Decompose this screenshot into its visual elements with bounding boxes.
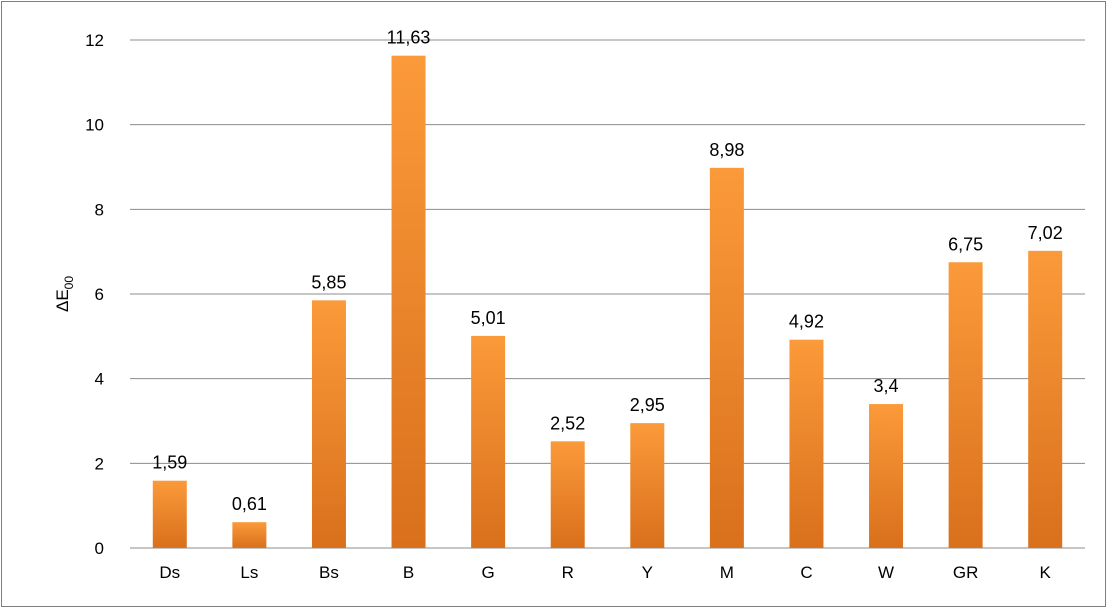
bar-y [630,423,665,548]
data-label: 11,63 [387,28,431,48]
data-label: 7,02 [1028,223,1063,243]
x-tick-label: M [720,563,734,582]
x-tick-label: B [403,563,414,582]
data-label: 5,01 [471,308,506,328]
data-label: 6,75 [948,234,983,254]
data-label: 4,92 [789,312,824,332]
bar-r [550,441,585,548]
bar-g [471,335,506,548]
y-tick-label: 12 [85,31,104,50]
bar-c [789,339,824,548]
y-tick-label: 4 [95,370,104,389]
x-tick-label: GR [953,563,979,582]
x-tick-label: W [878,563,894,582]
x-tick-label: C [800,563,812,582]
x-tick-label: Ls [240,563,258,582]
data-label: 2,95 [630,395,665,415]
y-axis-label: ΔE00 [53,276,76,312]
bar-m [709,167,744,548]
bar-k [1028,250,1063,548]
gridlines [130,39,1085,464]
x-tick-label: K [1040,563,1052,582]
bar-ls [232,522,267,548]
data-label: 1,59 [152,453,187,473]
data-label: 5,85 [311,272,346,292]
y-tick-label: 2 [95,454,104,473]
y-tick-label: 0 [95,539,104,558]
data-labels: 1,59 0,61 5,85 11,63 5,01 2,52 2,95 8,98 4,92 3,4… [152,28,1062,515]
bars [152,55,1063,549]
bar-ds [152,480,187,548]
bar-b [391,55,426,549]
x-tick-label: Ds [159,563,180,582]
data-label: 3,4 [874,376,899,396]
y-axis-ticks: 0 2 4 6 8 10 12 [85,31,104,558]
y-axis-label-main: ΔE [53,289,72,312]
x-tick-label: Y [642,563,653,582]
y-tick-label: 10 [85,116,104,135]
x-axis-ticks: Ds Ls Bs B G R Y M C W GR K [159,563,1051,582]
x-tick-label: R [562,563,574,582]
data-label: 0,61 [232,494,267,514]
bar-bs [311,300,346,548]
data-label: 2,52 [550,413,585,433]
x-tick-label: G [482,563,495,582]
y-axis-label-subscript: 00 [62,276,76,290]
bar-w [869,404,904,548]
x-tick-label: Bs [319,563,339,582]
bar-gr [948,262,983,548]
data-label: 8,98 [709,140,744,160]
y-tick-label: 8 [95,200,104,219]
y-tick-label: 6 [95,285,104,304]
